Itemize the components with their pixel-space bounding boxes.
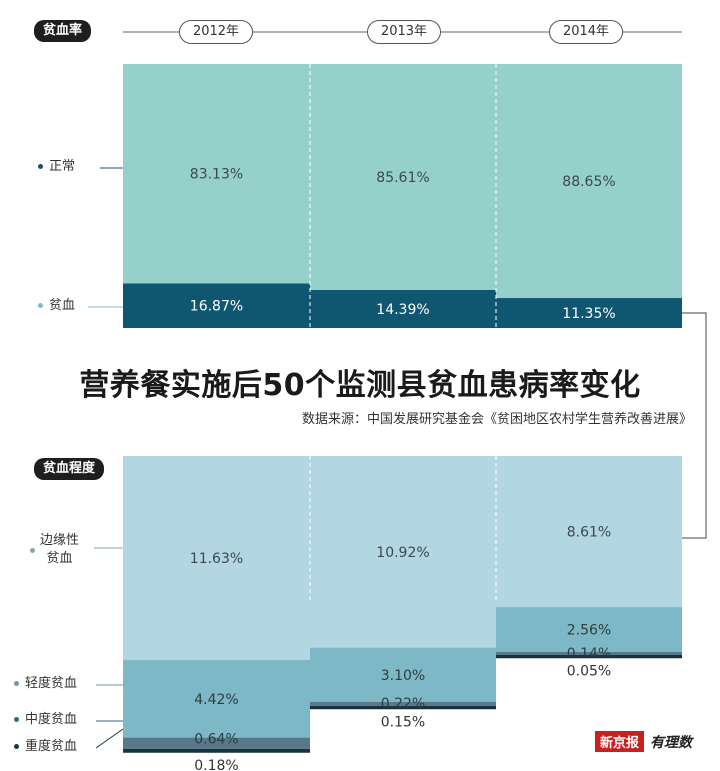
- label-mild-text: 轻度贫血: [25, 676, 78, 691]
- label-borderline-value-2013: 10.92%: [376, 545, 429, 561]
- year-pill-2012: 2012年: [179, 20, 253, 44]
- label-severe: 重度贫血: [14, 738, 77, 756]
- borderline-dot-icon: [30, 548, 35, 553]
- label-normal: 正常: [38, 158, 75, 176]
- bar-normal-2014: [496, 64, 682, 299]
- bar-mild-2013: [310, 647, 496, 702]
- label-normal-value-2013: 85.61%: [376, 170, 429, 186]
- bracket-connector: [682, 312, 707, 539]
- label-moderate-value-2012: 0.64%: [194, 732, 238, 748]
- bar-anemia-2012: [123, 283, 310, 328]
- main-title: 营养餐实施后50个监测县贫血患病率变化: [79, 368, 641, 403]
- bar-normal-2012: [123, 64, 310, 284]
- bar-moderate-2013: [310, 701, 496, 706]
- label-moderate-value-2014: 0.14%: [567, 646, 611, 662]
- rate-badge: 贫血率: [34, 20, 92, 42]
- bar-severe-2012: [123, 748, 310, 752]
- bar-severe-2014: [496, 654, 682, 658]
- leader-severe: [95, 728, 124, 749]
- label-normal-value-2012: 83.13%: [190, 167, 243, 183]
- bar-borderline-2014: [496, 456, 682, 608]
- label-severe-text: 重度贫血: [25, 739, 78, 754]
- label-borderline: 边缘性 贫血: [30, 532, 80, 568]
- label-mild-value-2014: 2.56%: [567, 623, 611, 639]
- label-severe-value-2012: 0.18%: [194, 758, 238, 771]
- bar-borderline-2013: [310, 456, 496, 648]
- bar-mild-2014: [496, 607, 682, 652]
- label-moderate-value-2013: 0.22%: [381, 696, 425, 712]
- bar-severe-2013: [310, 705, 496, 709]
- label-moderate-text: 中度贫血: [25, 712, 78, 727]
- label-normal-value-2014: 88.65%: [562, 174, 615, 190]
- label-anemia-value-2012: 16.87%: [190, 299, 243, 315]
- logo-data: 有理数: [650, 734, 692, 751]
- bar-anemia-2014: [496, 298, 682, 328]
- normal-dot-icon: [38, 164, 43, 169]
- source-note: 数据来源：中国发展研究基金会《贫困地区农村学生营养改善进展》: [301, 412, 692, 427]
- label-normal-text: 正常: [49, 159, 76, 174]
- mild-dot-icon: [14, 681, 19, 686]
- label-moderate: 中度贫血: [14, 711, 77, 729]
- label-severe-value-2014: 0.05%: [567, 663, 611, 679]
- label-mild-value-2013: 3.10%: [381, 668, 425, 684]
- bar-moderate-2014: [496, 651, 682, 655]
- publisher-logo: 新京报 有理数: [594, 731, 692, 752]
- label-anemia-value-2013: 14.39%: [376, 302, 429, 318]
- label-anemia: 贫血: [38, 297, 75, 315]
- label-mild-value-2012: 4.42%: [194, 692, 238, 708]
- label-mild: 轻度贫血: [14, 675, 77, 693]
- year-pill-2013: 2013年: [367, 20, 441, 44]
- bar-moderate-2012: [123, 737, 310, 749]
- label-borderline-value-2012: 11.63%: [190, 551, 243, 567]
- bar-borderline-2012: [123, 456, 310, 661]
- bar-anemia-2013: [310, 290, 496, 328]
- bar-normal-2013: [310, 64, 496, 291]
- label-borderline-value-2014: 8.61%: [567, 525, 611, 541]
- logo-news: 新京报: [594, 731, 644, 752]
- bar-mild-2012: [123, 660, 310, 738]
- degree-badge: 贫血程度: [34, 458, 105, 480]
- label-anemia-value-2014: 11.35%: [562, 306, 615, 322]
- label-severe-value-2013: 0.15%: [381, 714, 425, 730]
- label-anemia-text: 贫血: [49, 298, 76, 313]
- label-borderline-line2: 贫血: [46, 551, 73, 566]
- anemia-dot-icon: [38, 303, 43, 308]
- moderate-dot-icon: [14, 717, 19, 722]
- severe-dot-icon: [14, 744, 19, 749]
- label-borderline-line1: 边缘性: [40, 533, 80, 548]
- year-pill-2014: 2014年: [549, 20, 623, 44]
